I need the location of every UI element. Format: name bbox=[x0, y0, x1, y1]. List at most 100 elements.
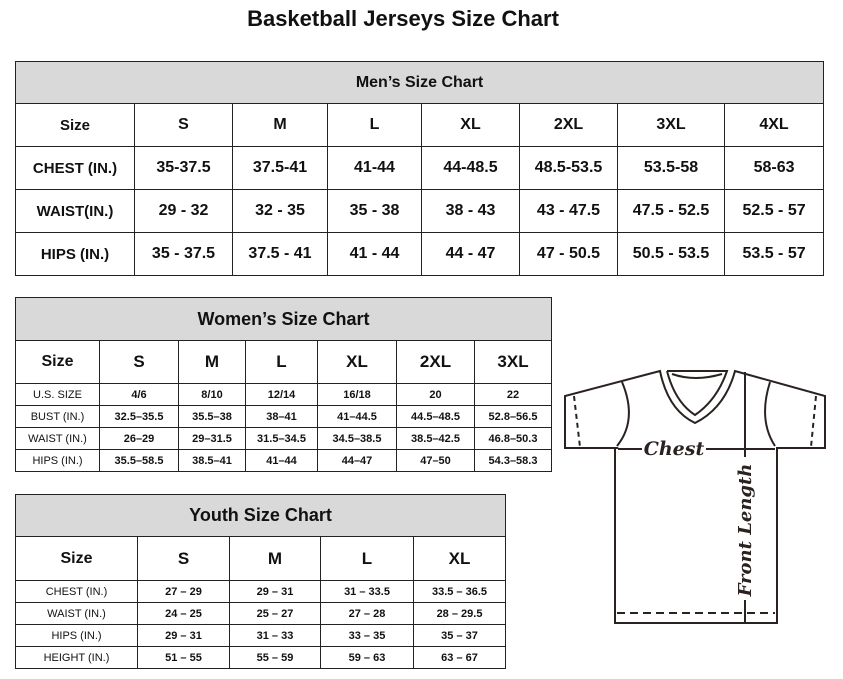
left-armhole bbox=[616, 381, 630, 447]
table-cell: 41–44.5 bbox=[317, 405, 397, 428]
chest-label: Chest bbox=[644, 438, 705, 460]
table-cell: 27 – 28 bbox=[320, 602, 414, 625]
table-cell: 4/6 bbox=[99, 383, 179, 406]
right-cuff bbox=[810, 395, 817, 448]
row-label: HEIGHT (IN.) bbox=[15, 646, 138, 669]
table-cell: 35.5–58.5 bbox=[99, 449, 179, 472]
table-cell: 63 – 67 bbox=[412, 646, 507, 669]
table-cell: 12/14 bbox=[245, 383, 318, 406]
size-row: Size S M L XL bbox=[15, 536, 507, 581]
row-label: Size bbox=[15, 340, 100, 384]
table-cell: 3XL bbox=[617, 103, 725, 147]
table-cell: M bbox=[229, 536, 321, 581]
row-label: HIPS (IN.) bbox=[15, 449, 100, 472]
table-cell: 29 - 32 bbox=[134, 189, 233, 233]
table-row: WAIST (IN.) 26–29 29–31.5 31.5–34.5 34.5–38.… bbox=[15, 427, 553, 450]
table-row: HIPS (IN.) 35 - 37.5 37.5 - 41 41 - 44 44 - … bbox=[15, 232, 825, 276]
table-cell: 16/18 bbox=[317, 383, 397, 406]
table-cell: 44.5–48.5 bbox=[396, 405, 475, 428]
table-cell: 44 - 47 bbox=[421, 232, 520, 276]
table-cell: 41–44 bbox=[245, 449, 318, 472]
table-cell: 50.5 - 53.5 bbox=[617, 232, 725, 276]
table-cell: 31 – 33.5 bbox=[320, 580, 414, 603]
table-cell: 26–29 bbox=[99, 427, 179, 450]
table-cell: 20 bbox=[396, 383, 475, 406]
youth-size-table: Youth Size Chart Size S M L XL CHEST (IN.) 27 –… bbox=[14, 494, 507, 669]
row-label: U.S. SIZE bbox=[15, 383, 100, 406]
table-cell: 48.5-53.5 bbox=[519, 146, 618, 190]
table-cell: 31 – 33 bbox=[229, 624, 321, 647]
table-cell: XL bbox=[412, 536, 507, 581]
table-row: BUST (IN.) 32.5–35.5 35.5–38 38–41 41–44.5 44… bbox=[15, 405, 553, 428]
row-label: Size bbox=[15, 536, 138, 581]
table-cell: 25 – 27 bbox=[229, 602, 321, 625]
table-row: CHEST (IN.) 27 – 29 29 – 31 31 – 33.5 33.5 –… bbox=[15, 580, 507, 603]
table-cell: 24 – 25 bbox=[137, 602, 230, 625]
table-cell: 28 – 29.5 bbox=[412, 602, 507, 625]
right-armhole bbox=[764, 381, 776, 447]
table-cell: M bbox=[178, 340, 246, 384]
row-label: CHEST (IN.) bbox=[15, 146, 135, 190]
table-cell: 37.5-41 bbox=[232, 146, 328, 190]
table-cell: 54.3–58.3 bbox=[473, 449, 553, 472]
table-cell: 29–31.5 bbox=[178, 427, 246, 450]
table-cell: L bbox=[245, 340, 318, 384]
womens-size-table: Women’s Size Chart Size S M L XL 2XL 3XL U.S. SI… bbox=[14, 297, 553, 472]
table-cell: 58-63 bbox=[723, 146, 825, 190]
table-cell: 44-48.5 bbox=[421, 146, 520, 190]
table-cell: 33.5 – 36.5 bbox=[412, 580, 507, 603]
table-cell: 35 - 37.5 bbox=[134, 232, 233, 276]
table-cell: 32 - 35 bbox=[232, 189, 328, 233]
row-label: WAIST(IN.) bbox=[15, 189, 135, 233]
table-cell: 35-37.5 bbox=[134, 146, 233, 190]
size-row: Size S M L XL 2XL 3XL 4XL bbox=[15, 103, 825, 147]
row-label: BUST (IN.) bbox=[15, 405, 100, 428]
table-cell: 38.5–41 bbox=[178, 449, 246, 472]
table-cell: S bbox=[99, 340, 179, 384]
table-cell: 35 - 38 bbox=[327, 189, 422, 233]
collar-inner bbox=[671, 373, 723, 379]
table-cell: 52.8–56.5 bbox=[473, 405, 553, 428]
table-row: U.S. SIZE 4/6 8/10 12/14 16/18 20 22 bbox=[15, 383, 553, 406]
table-heading: Youth Size Chart bbox=[14, 494, 507, 537]
row-label: HIPS (IN.) bbox=[15, 624, 138, 647]
table-cell: 33 – 35 bbox=[320, 624, 414, 647]
table-cell: 38.5–42.5 bbox=[396, 427, 475, 450]
table-cell: XL bbox=[317, 340, 397, 384]
heading-row: Men’s Size Chart bbox=[14, 61, 825, 104]
table-cell: 27 – 29 bbox=[137, 580, 230, 603]
table-cell: M bbox=[232, 103, 328, 147]
table-cell: L bbox=[320, 536, 414, 581]
table-cell: 31.5–34.5 bbox=[245, 427, 318, 450]
table-row: WAIST (IN.) 24 – 25 25 – 27 27 – 28 28 – 29.… bbox=[15, 602, 507, 625]
table-cell: S bbox=[134, 103, 233, 147]
table-cell: 29 – 31 bbox=[137, 624, 230, 647]
table-heading: Men’s Size Chart bbox=[14, 61, 825, 104]
table-cell: 41 - 44 bbox=[327, 232, 422, 276]
jersey-diagram: Chest Front Length bbox=[564, 369, 826, 624]
table-cell: 46.8–50.3 bbox=[473, 427, 553, 450]
table-cell: 47.5 - 52.5 bbox=[617, 189, 725, 233]
row-label: WAIST (IN.) bbox=[15, 427, 100, 450]
table-row: HIPS (IN.) 29 – 31 31 – 33 33 – 35 35 – 37 bbox=[15, 624, 507, 647]
row-label: WAIST (IN.) bbox=[15, 602, 138, 625]
mens-size-table: Men’s Size Chart Size S M L XL 2XL 3XL 4XL CHEST … bbox=[14, 61, 825, 276]
table-row: HIPS (IN.) 35.5–58.5 38.5–41 41–44 44–47 47–5… bbox=[15, 449, 553, 472]
table-cell: S bbox=[137, 536, 230, 581]
heading-row: Youth Size Chart bbox=[14, 494, 507, 537]
heading-row: Women’s Size Chart bbox=[14, 297, 553, 341]
table-cell: 37.5 - 41 bbox=[232, 232, 328, 276]
table-row: WAIST(IN.) 29 - 32 32 - 35 35 - 38 38 - 43 43… bbox=[15, 189, 825, 233]
table-row: HEIGHT (IN.) 51 – 55 55 – 59 59 – 63 63 – 67 bbox=[15, 646, 507, 669]
table-cell: 47–50 bbox=[396, 449, 475, 472]
table-cell: 52.5 - 57 bbox=[723, 189, 825, 233]
table-cell: 4XL bbox=[723, 103, 825, 147]
table-cell: 44–47 bbox=[317, 449, 397, 472]
table-cell: 38–41 bbox=[245, 405, 318, 428]
table-cell: XL bbox=[421, 103, 520, 147]
table-cell: 29 – 31 bbox=[229, 580, 321, 603]
table-cell: 43 - 47.5 bbox=[519, 189, 618, 233]
table-cell: 51 – 55 bbox=[137, 646, 230, 669]
table-cell: 2XL bbox=[519, 103, 618, 147]
shirt-outline bbox=[564, 369, 826, 624]
